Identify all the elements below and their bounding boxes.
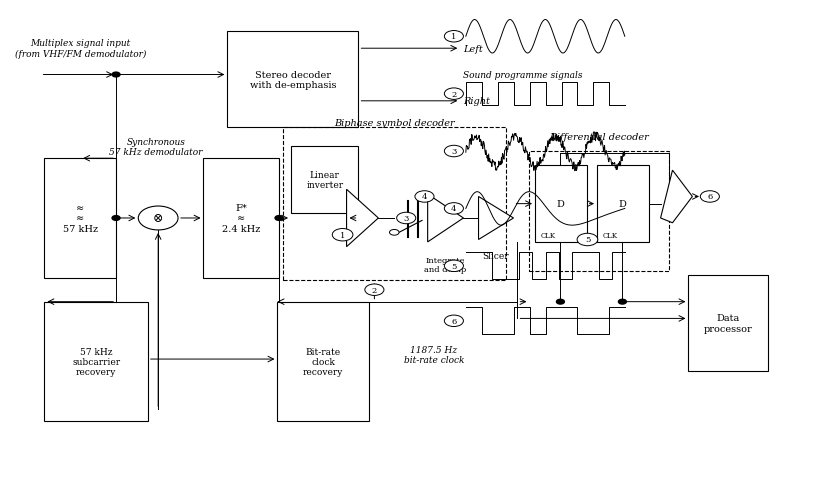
Polygon shape — [428, 195, 463, 242]
FancyBboxPatch shape — [228, 33, 359, 128]
Text: Synchronous
57 kHz demodulator: Synchronous 57 kHz demodulator — [109, 137, 202, 156]
Circle shape — [112, 216, 120, 221]
Circle shape — [275, 216, 283, 221]
FancyBboxPatch shape — [597, 166, 649, 242]
Text: D: D — [557, 200, 565, 209]
Text: 4: 4 — [451, 205, 457, 213]
Text: Right: Right — [463, 97, 490, 106]
Text: CLK: CLK — [602, 231, 618, 239]
Text: Linear
inverter: Linear inverter — [307, 171, 343, 190]
Text: ≈
≈
57 kHz: ≈ ≈ 57 kHz — [63, 204, 98, 233]
Circle shape — [138, 206, 178, 230]
Text: 1: 1 — [340, 231, 346, 239]
FancyBboxPatch shape — [203, 159, 279, 278]
Circle shape — [700, 192, 720, 203]
Text: 4: 4 — [422, 193, 427, 201]
Text: Left: Left — [463, 45, 483, 54]
Polygon shape — [479, 197, 514, 240]
Text: Slicer: Slicer — [483, 252, 509, 261]
Text: 2: 2 — [372, 286, 377, 294]
Polygon shape — [346, 190, 378, 247]
Circle shape — [389, 230, 399, 236]
Text: 5: 5 — [451, 262, 457, 270]
Text: Multiplex signal input
(from VHF/FM demodulator): Multiplex signal input (from VHF/FM demo… — [15, 39, 146, 59]
Circle shape — [619, 300, 626, 304]
FancyBboxPatch shape — [291, 147, 359, 214]
Circle shape — [445, 146, 463, 157]
Circle shape — [445, 315, 463, 327]
Circle shape — [445, 32, 463, 43]
Text: F*
≈
2.4 kHz: F* ≈ 2.4 kHz — [222, 204, 260, 233]
Text: 1187.5 Hz
bit-rate clock: 1187.5 Hz bit-rate clock — [404, 345, 464, 364]
Text: 6: 6 — [451, 317, 457, 325]
FancyBboxPatch shape — [689, 276, 768, 371]
Text: Data
processor: Data processor — [704, 314, 753, 333]
Text: Sound programme signals: Sound programme signals — [463, 71, 583, 80]
Text: ⊗: ⊗ — [153, 212, 163, 225]
Text: Stereo decoder
with de-emphasis: Stereo decoder with de-emphasis — [250, 71, 336, 90]
Text: CLK: CLK — [541, 231, 555, 239]
Circle shape — [445, 89, 463, 100]
Text: 1: 1 — [451, 33, 457, 41]
Circle shape — [415, 192, 434, 203]
Circle shape — [577, 234, 598, 246]
Circle shape — [365, 284, 384, 296]
Polygon shape — [661, 171, 693, 223]
Circle shape — [333, 229, 353, 241]
FancyBboxPatch shape — [277, 302, 369, 421]
Text: 5: 5 — [585, 236, 590, 244]
Text: Differential decoder: Differential decoder — [549, 133, 649, 142]
Circle shape — [112, 73, 120, 78]
Circle shape — [445, 261, 463, 272]
FancyBboxPatch shape — [45, 302, 148, 421]
FancyBboxPatch shape — [535, 166, 587, 242]
Text: 2: 2 — [451, 90, 457, 98]
FancyBboxPatch shape — [45, 159, 116, 278]
Text: 3: 3 — [403, 215, 409, 223]
Text: 6: 6 — [707, 193, 712, 201]
Circle shape — [556, 300, 564, 304]
Text: Bit-rate
clock
recovery: Bit-rate clock recovery — [303, 347, 343, 377]
Text: 3: 3 — [451, 148, 457, 156]
Text: D: D — [619, 200, 627, 209]
Text: Biphase symbol decoder: Biphase symbol decoder — [334, 119, 454, 128]
Circle shape — [445, 203, 463, 215]
Text: 57 kHz
subcarrier
recovery: 57 kHz subcarrier recovery — [72, 347, 120, 377]
Circle shape — [397, 213, 415, 224]
Text: Integrate
and dump: Integrate and dump — [424, 257, 467, 274]
